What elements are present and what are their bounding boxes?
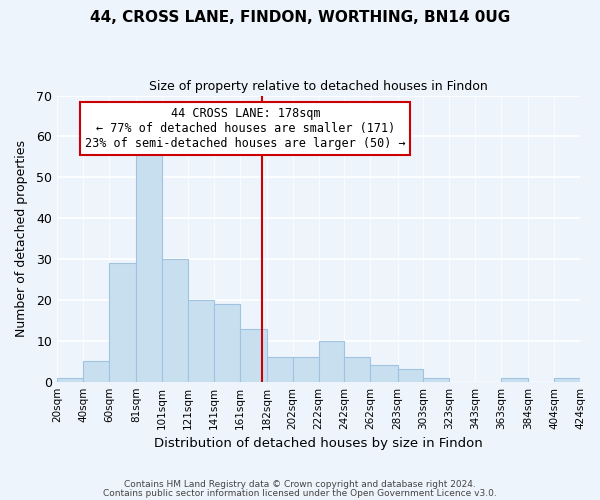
Bar <box>370 366 398 382</box>
Bar <box>267 357 293 382</box>
Bar <box>188 300 214 382</box>
Bar <box>162 259 188 382</box>
Bar <box>57 378 83 382</box>
Bar <box>344 357 370 382</box>
Text: 44 CROSS LANE: 178sqm
← 77% of detached houses are smaller (171)
23% of semi-det: 44 CROSS LANE: 178sqm ← 77% of detached … <box>85 107 406 150</box>
Bar <box>109 263 136 382</box>
Bar <box>83 361 109 382</box>
Y-axis label: Number of detached properties: Number of detached properties <box>15 140 28 337</box>
Bar <box>398 370 424 382</box>
Text: 44, CROSS LANE, FINDON, WORTHING, BN14 0UG: 44, CROSS LANE, FINDON, WORTHING, BN14 0… <box>90 10 510 25</box>
Bar <box>239 328 267 382</box>
X-axis label: Distribution of detached houses by size in Findon: Distribution of detached houses by size … <box>154 437 483 450</box>
Bar <box>424 378 449 382</box>
Bar <box>293 357 319 382</box>
Bar <box>554 378 580 382</box>
Bar <box>214 304 239 382</box>
Title: Size of property relative to detached houses in Findon: Size of property relative to detached ho… <box>149 80 488 93</box>
Bar <box>136 153 162 382</box>
Bar <box>319 341 344 382</box>
Text: Contains public sector information licensed under the Open Government Licence v3: Contains public sector information licen… <box>103 488 497 498</box>
Bar <box>501 378 528 382</box>
Text: Contains HM Land Registry data © Crown copyright and database right 2024.: Contains HM Land Registry data © Crown c… <box>124 480 476 489</box>
